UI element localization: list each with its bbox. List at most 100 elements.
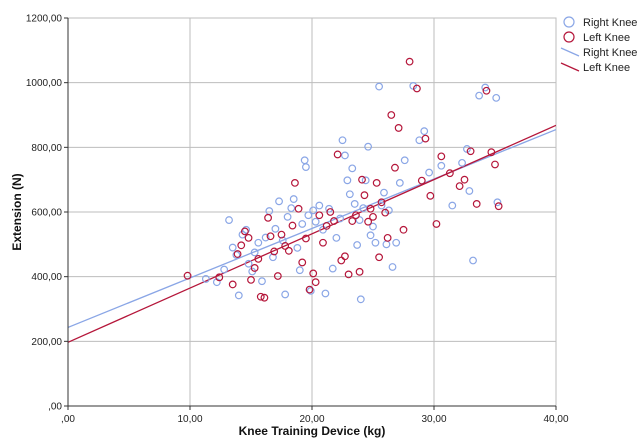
left-knee-point xyxy=(372,178,381,187)
left-knee-point xyxy=(375,253,384,262)
left-knee-point xyxy=(455,182,464,191)
left-knee-point xyxy=(264,213,272,222)
left-knee-point xyxy=(466,147,475,156)
left-knee-point xyxy=(183,271,192,280)
left-knee-point xyxy=(244,233,253,242)
left-knee-point xyxy=(355,267,364,276)
axes: ,00 10,00 20,00 30,00 40,00 ,00 200,00 400,00 60… xyxy=(10,14,569,439)
left-knee-point xyxy=(256,292,265,301)
right-knee-point xyxy=(375,82,384,91)
right-knee-point xyxy=(437,161,446,170)
legend-left-knee-label: Left Knee xyxy=(583,32,630,44)
right-knee-point xyxy=(293,243,302,252)
left-knee-point xyxy=(482,86,491,95)
left-knee-point xyxy=(305,285,314,294)
left-knee-point xyxy=(319,238,327,247)
right-knee-point xyxy=(350,200,359,208)
right-knee-point xyxy=(281,290,290,299)
right-knee-point xyxy=(371,238,380,247)
right-knee-point xyxy=(242,225,251,234)
x-tick-label: 40,00 xyxy=(543,414,568,425)
y-tick-label: 1200,00 xyxy=(26,14,63,25)
right-knee-point xyxy=(302,163,310,171)
right-knee-point xyxy=(228,243,237,252)
right-knee-point xyxy=(328,264,337,273)
y-axis-title: Extension (N) xyxy=(10,173,24,250)
left-knee-point xyxy=(387,111,396,119)
right-knee-point xyxy=(359,204,368,213)
left-knee-point xyxy=(381,208,390,217)
left-knee-point xyxy=(311,278,320,287)
right-knee-point xyxy=(244,259,253,268)
left-knee-fit-line xyxy=(68,124,556,343)
left-knee-point xyxy=(421,134,430,143)
right-knee-point xyxy=(388,263,397,271)
right-knee-point xyxy=(201,275,210,283)
left-knee-point xyxy=(260,293,269,302)
left-knee-point xyxy=(460,175,469,184)
right-knee-point xyxy=(338,136,347,145)
left-knee-point xyxy=(330,217,338,225)
legend-left-knee-label: Left Knee xyxy=(583,62,630,74)
right-knee-point xyxy=(356,295,365,304)
right-knee-point xyxy=(343,176,352,185)
right-knee-point xyxy=(341,151,349,160)
right-knee-point xyxy=(400,156,409,165)
left-knee-point xyxy=(266,232,275,241)
left-knee-point xyxy=(413,84,421,93)
legend-left-knee-marker xyxy=(563,31,575,43)
right-knee-point xyxy=(492,93,501,102)
y-tick-label: 600,00 xyxy=(31,208,62,219)
right-knee-point xyxy=(261,233,270,242)
left-knee-point xyxy=(281,242,290,250)
left-knee-point xyxy=(298,258,307,267)
left-knee-point xyxy=(352,211,360,220)
left-knee-point xyxy=(247,276,255,284)
left-knee-point xyxy=(487,148,496,157)
left-knee-point xyxy=(348,217,357,225)
right-knee-point xyxy=(234,291,243,300)
left-knee-point xyxy=(233,250,242,258)
right-knee-point xyxy=(275,197,283,206)
left-knee-point xyxy=(291,178,299,187)
legend-right-knee-label: Right Knee xyxy=(583,17,637,29)
right-knee-point xyxy=(348,164,357,173)
left-knee-point xyxy=(405,57,414,66)
left-knee-point xyxy=(270,247,279,256)
left-knee-point xyxy=(377,198,386,207)
right-knee-point xyxy=(465,187,474,195)
right-knee-point xyxy=(232,251,241,259)
left-knee-point xyxy=(426,191,435,200)
left-knee-point xyxy=(360,191,369,200)
left-knee-point xyxy=(366,204,375,213)
legend-right-knee-label: Right Knee xyxy=(583,47,637,59)
legend-right-knee-marker xyxy=(563,16,575,28)
left-knee-point xyxy=(432,220,441,228)
right-knee-point xyxy=(298,220,307,228)
right-knee-point xyxy=(355,216,364,224)
left-knee-point xyxy=(315,211,324,220)
left-knee-point xyxy=(399,225,408,234)
right-knee-point xyxy=(377,201,386,210)
y-tick-label: 1000,00 xyxy=(26,78,63,89)
right-knee-point xyxy=(493,198,502,207)
right-knee-point xyxy=(353,241,362,249)
left-knee-point xyxy=(333,150,342,159)
right-knee-point xyxy=(469,256,477,265)
left-knee-point xyxy=(383,233,392,242)
right-knee-point xyxy=(271,224,280,233)
right-knee-point xyxy=(392,238,401,247)
left-knee-point xyxy=(417,176,426,185)
data-points xyxy=(183,57,503,304)
right-knee-fit-line xyxy=(68,128,556,329)
right-knee-point xyxy=(295,266,304,275)
left-knee-point xyxy=(341,252,349,261)
right-knee-point xyxy=(289,195,298,203)
x-axis-title: Knee Training Device (kg) xyxy=(239,424,386,438)
fit-lines xyxy=(68,124,556,343)
left-knee-point xyxy=(391,163,399,172)
y-tick-label: 200,00 xyxy=(31,337,62,348)
legend: Right Knee Left Knee Right Knee Left Knee xyxy=(560,16,637,74)
right-knee-point xyxy=(311,217,320,226)
